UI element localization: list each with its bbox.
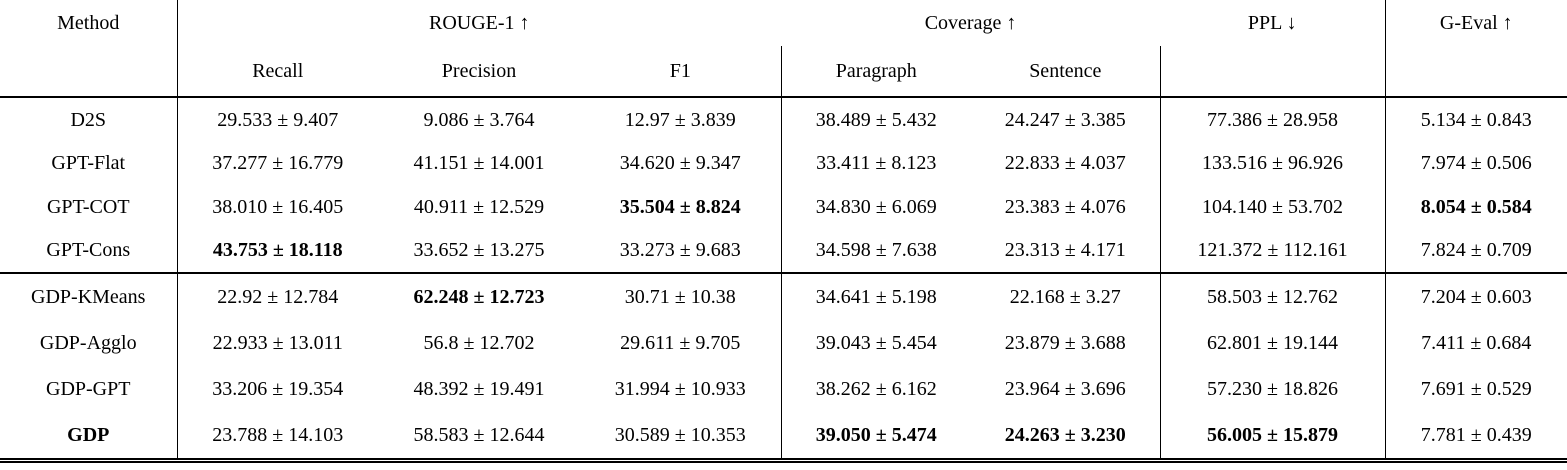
col-subheader-precision: Precision bbox=[378, 46, 580, 98]
value-cell: 77.386 ± 28.958 bbox=[1160, 97, 1386, 142]
value-cell: 33.206 ± 19.354 bbox=[212, 378, 344, 400]
value-cell: 12.97 ± 3.839 bbox=[580, 97, 782, 142]
value-cell: 62.248 ± 12.723 bbox=[378, 272, 580, 320]
header-group-row: Method ROUGE-1 ↑ Coverage ↑ PPL ↓ G-Eval… bbox=[0, 0, 1567, 46]
table-row: GPT-Flat 37.277 ± 16.779 41.151 ± 14.001 34… bbox=[0, 141, 1567, 185]
value-cell: 7.974 ± 0.506 bbox=[1420, 152, 1532, 175]
table-row: GPT-COT 38.010 ± 16.405 40.911 ± 12.529 35.… bbox=[0, 185, 1567, 229]
value-cell: 23.383 ± 4.076 bbox=[971, 185, 1161, 229]
method-cell: GPT-Cons bbox=[0, 228, 178, 273]
table-row: GDP-KMeans 22.92 ± 12.784 62.248 ± 12.723 3… bbox=[0, 272, 1567, 320]
value-cell: 23.788 ± 14.103 bbox=[177, 412, 378, 463]
value-cell: 133.516 ± 96.926 bbox=[1160, 141, 1386, 185]
method-cell: GDP-KMeans bbox=[0, 272, 178, 320]
col-group-rouge1: ROUGE-1 ↑ bbox=[428, 12, 530, 34]
value-cell: 24.263 ± 3.230 bbox=[971, 412, 1161, 463]
value-cell: 8.054 ± 0.584 bbox=[1420, 195, 1532, 218]
value-cell: 22.168 ± 3.27 bbox=[971, 272, 1161, 320]
method-cell: GDP bbox=[0, 412, 178, 463]
value-cell: 34.620 ± 9.347 bbox=[580, 141, 782, 185]
value-cell: 33.273 ± 9.683 bbox=[580, 228, 782, 273]
value-cell: 39.050 ± 5.474 bbox=[781, 412, 972, 463]
col-header-geval: G-Eval ↑ bbox=[1439, 12, 1513, 34]
value-cell: 34.641 ± 5.198 bbox=[781, 272, 972, 320]
value-cell: 7.781 ± 0.439 bbox=[1385, 412, 1567, 463]
value-cell: 5.134 ± 0.843 bbox=[1420, 108, 1532, 131]
value-cell: 121.372 ± 112.161 bbox=[1160, 228, 1386, 273]
value-cell: 7.204 ± 0.603 bbox=[1385, 272, 1567, 320]
subheader-method-empty bbox=[0, 46, 178, 98]
col-header-method: Method bbox=[0, 0, 178, 46]
value-cell: 33.411 ± 8.123 bbox=[816, 152, 937, 175]
value-cell: 24.247 ± 3.385 bbox=[971, 97, 1161, 142]
table-row: GDP-Agglo 22.933 ± 13.011 56.8 ± 12.702 29.… bbox=[0, 320, 1567, 366]
value-cell: 23.313 ± 4.171 bbox=[971, 228, 1161, 273]
value-cell: 7.691 ± 0.529 bbox=[1420, 378, 1532, 400]
value-cell: 39.043 ± 5.454 bbox=[815, 332, 937, 354]
value-cell: 38.489 ± 5.432 bbox=[815, 108, 937, 131]
table-body: D2S 29.533 ± 9.407 9.086 ± 3.764 12.97 ± 3.… bbox=[0, 97, 1567, 463]
method-cell: GDP-GPT bbox=[0, 366, 178, 412]
value-cell: 56.8 ± 12.702 bbox=[423, 332, 535, 354]
value-cell: 7.824 ± 0.709 bbox=[1420, 239, 1532, 262]
method-cell: GDP-Agglo bbox=[0, 320, 178, 366]
table-row: D2S 29.533 ± 9.407 9.086 ± 3.764 12.97 ± 3.… bbox=[0, 97, 1567, 142]
table-row: GDP-GPT 33.206 ± 19.354 48.392 ± 19.491 31.… bbox=[0, 366, 1567, 412]
value-cell: 33.652 ± 13.275 bbox=[413, 239, 545, 262]
value-cell: 29.533 ± 9.407 bbox=[217, 108, 339, 131]
value-cell: 23.964 ± 3.696 bbox=[971, 366, 1161, 412]
value-cell: 38.262 ± 6.162 bbox=[815, 378, 937, 400]
table-row: GPT-Cons 43.753 ± 18.118 33.652 ± 13.275 33… bbox=[0, 228, 1567, 273]
table-header: Method ROUGE-1 ↑ Coverage ↑ PPL ↓ G-Eval… bbox=[0, 0, 1567, 98]
subheader-ppl-empty bbox=[1160, 46, 1386, 98]
value-cell: 30.71 ± 10.38 bbox=[580, 272, 782, 320]
value-cell: 104.140 ± 53.702 bbox=[1160, 185, 1386, 229]
value-cell: 23.879 ± 3.688 bbox=[971, 320, 1161, 366]
value-cell: 35.504 ± 8.824 bbox=[580, 185, 782, 229]
col-subheader-paragraph: Paragraph bbox=[781, 46, 972, 98]
col-subheader-f1: F1 bbox=[580, 46, 782, 98]
value-cell: 22.833 ± 4.037 bbox=[971, 141, 1161, 185]
value-cell: 62.801 ± 19.144 bbox=[1160, 320, 1386, 366]
col-subheader-recall: Recall bbox=[177, 46, 378, 98]
col-header-ppl: PPL ↓ bbox=[1160, 0, 1386, 46]
value-cell: 31.994 ± 10.933 bbox=[580, 366, 782, 412]
value-cell: 37.277 ± 16.779 bbox=[212, 152, 344, 175]
value-cell: 22.92 ± 12.784 bbox=[177, 272, 378, 320]
table-row: GDP 23.788 ± 14.103 58.583 ± 12.644 30.589 … bbox=[0, 412, 1567, 463]
value-cell: 48.392 ± 19.491 bbox=[413, 378, 545, 400]
value-cell: 22.933 ± 13.011 bbox=[212, 332, 343, 354]
value-cell: 57.230 ± 18.826 bbox=[1160, 366, 1386, 412]
value-cell: 29.611 ± 9.705 bbox=[580, 320, 782, 366]
value-cell: 7.411 ± 0.684 bbox=[1421, 332, 1532, 354]
col-subheader-sentence: Sentence bbox=[971, 46, 1161, 98]
value-cell: 30.589 ± 10.353 bbox=[580, 412, 782, 463]
value-cell: 40.911 ± 12.529 bbox=[413, 195, 545, 218]
value-cell: 34.830 ± 6.069 bbox=[815, 195, 937, 218]
value-cell: 58.503 ± 12.762 bbox=[1160, 272, 1386, 320]
value-cell: 56.005 ± 15.879 bbox=[1160, 412, 1386, 463]
method-cell: GPT-Flat bbox=[0, 141, 178, 185]
method-cell: D2S bbox=[0, 97, 178, 142]
col-group-coverage: Coverage ↑ bbox=[924, 12, 1017, 34]
value-cell: 34.598 ± 7.638 bbox=[815, 239, 937, 262]
value-cell: 58.583 ± 12.644 bbox=[378, 412, 580, 463]
value-cell: 41.151 ± 14.001 bbox=[413, 152, 545, 175]
value-cell: 9.086 ± 3.764 bbox=[423, 108, 535, 131]
subheader-geval-empty bbox=[1385, 46, 1567, 98]
header-sub-row: Recall Precision F1 Paragraph Sentence bbox=[0, 46, 1567, 98]
method-cell: GPT-COT bbox=[0, 185, 178, 229]
value-cell: 43.753 ± 18.118 bbox=[212, 239, 343, 262]
value-cell: 38.010 ± 16.405 bbox=[212, 195, 344, 218]
